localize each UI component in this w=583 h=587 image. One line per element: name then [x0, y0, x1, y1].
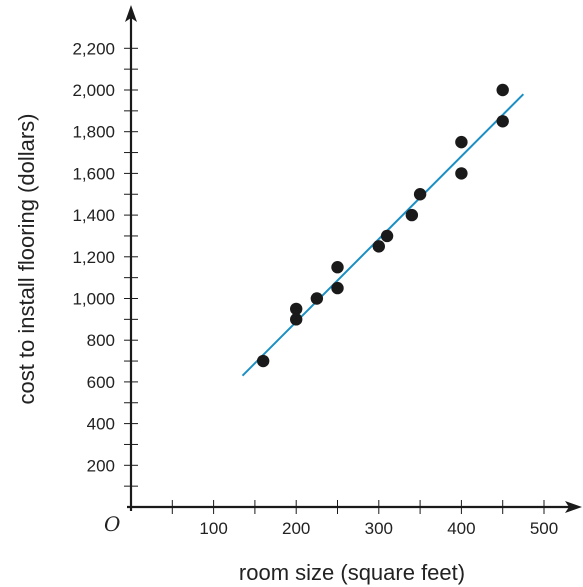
data-point	[331, 261, 344, 274]
x-tick-label: 400	[447, 519, 475, 538]
data-point	[290, 313, 303, 326]
y-axis-title: cost to install flooring (dollars)	[14, 113, 39, 404]
axis-ticks	[124, 47, 545, 514]
y-tick-label: 200	[87, 456, 115, 475]
origin-label: O	[104, 512, 120, 536]
x-tick-label: 100	[199, 519, 227, 538]
y-tick-label: 1,600	[72, 164, 115, 183]
x-tick-label: 300	[365, 519, 393, 538]
y-tick-label: 1,200	[72, 248, 115, 267]
data-points	[256, 83, 509, 368]
data-point	[496, 83, 509, 97]
data-point	[455, 167, 468, 180]
y-tick-label: 1,000	[72, 290, 115, 309]
data-point	[496, 115, 509, 128]
data-point	[380, 229, 394, 243]
tick-labels: 100 200 300 400 500 200 400 600 800 1,000 1,200 1,4…	[72, 39, 558, 538]
y-tick-label: 1,800	[72, 123, 115, 142]
y-tick-label: 800	[87, 331, 115, 350]
x-tick-label: 500	[530, 519, 558, 538]
data-point	[455, 135, 468, 149]
axes	[125, 5, 582, 513]
y-tick-label: 2,200	[72, 39, 115, 58]
data-point	[290, 302, 303, 316]
data-point	[331, 281, 344, 295]
y-axis-arrow	[125, 5, 137, 22]
y-tick-label: 400	[87, 415, 115, 434]
data-point	[310, 292, 324, 305]
data-point	[256, 354, 270, 368]
data-point	[372, 240, 385, 253]
x-axis-title: room size (square feet)	[239, 560, 465, 585]
y-tick-label: 600	[87, 373, 115, 392]
x-tick-label: 200	[282, 519, 310, 538]
y-tick-label: 2,000	[72, 81, 115, 100]
y-tick-label: 1,400	[72, 206, 115, 225]
x-axis-arrow	[565, 501, 582, 513]
data-point	[405, 208, 419, 222]
data-point	[413, 188, 427, 201]
